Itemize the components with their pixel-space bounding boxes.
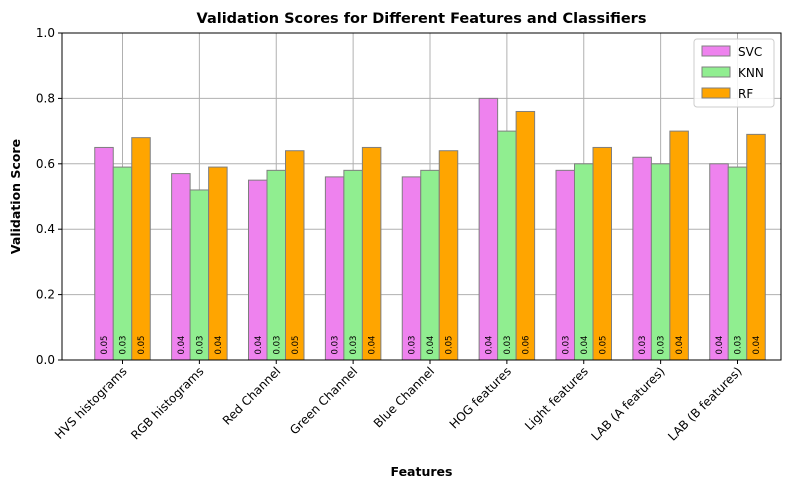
- bar-value-label: 0.04: [368, 336, 378, 355]
- bar-svc: [632, 156, 652, 361]
- y-tick-label: 0.0: [36, 353, 55, 367]
- bar-rf: [669, 130, 689, 361]
- bar-value-label: 0.05: [598, 336, 608, 355]
- bar-value-label: 0.03: [734, 336, 744, 355]
- bar-rf: [746, 133, 766, 361]
- bar-value-label: 0.03: [349, 336, 359, 355]
- x-tick-label: Green Channel: [287, 364, 360, 437]
- x-tick-label: LAB (A features): [588, 364, 667, 443]
- bar-svc: [555, 169, 575, 361]
- x-tick-label: Red Channel: [220, 364, 284, 428]
- bar-value-label: 0.03: [119, 336, 129, 355]
- bar-value-label: 0.05: [100, 336, 110, 355]
- bar-knn: [650, 163, 671, 361]
- bar-value-label: 0.03: [657, 336, 667, 355]
- bar-value-label: 0.05: [137, 336, 147, 355]
- legend-swatch-rf: [701, 87, 731, 99]
- bar-svc: [171, 173, 191, 361]
- bar-svc: [478, 97, 499, 361]
- bar-value-label: 0.04: [177, 336, 187, 355]
- bar-rf: [515, 110, 536, 361]
- bar-knn: [420, 169, 440, 361]
- bar-value-label: 0.03: [331, 336, 341, 355]
- bar-knn: [189, 189, 210, 361]
- bar-value-label: 0.04: [675, 336, 685, 355]
- x-tick-label: RGB histograms: [128, 364, 206, 442]
- y-tick-label: 0.2: [36, 288, 55, 302]
- bar-svc: [94, 146, 114, 361]
- bar-rf: [592, 146, 612, 361]
- legend-swatch-svc: [701, 45, 731, 57]
- x-tick-label: Light features: [522, 364, 591, 433]
- bar-knn: [574, 163, 594, 361]
- bar-svc: [248, 179, 268, 361]
- bar-value-label: 0.04: [254, 336, 264, 355]
- legend-label-knn: KNN: [738, 66, 764, 80]
- bar-value-label: 0.03: [408, 336, 418, 355]
- y-tick-label: 0.4: [36, 222, 55, 236]
- bar-value-label: 0.03: [195, 336, 205, 355]
- bar-value-label: 0.04: [214, 336, 224, 355]
- bar-value-label: 0.05: [291, 336, 301, 355]
- legend-label-rf: RF: [738, 87, 753, 101]
- y-tick-label: 0.8: [36, 91, 55, 105]
- x-axis-title: Features: [391, 464, 453, 479]
- bar-value-label: 0.06: [521, 336, 531, 355]
- bar-value-label: 0.03: [561, 336, 571, 355]
- bar-svc: [709, 163, 729, 361]
- bar-value-label: 0.03: [272, 336, 282, 355]
- bar-value-label: 0.03: [503, 336, 513, 355]
- bar-value-label: 0.04: [752, 336, 762, 355]
- bar-knn: [266, 169, 286, 361]
- bar-svc: [324, 176, 345, 361]
- chart-title: Validation Scores for Different Features…: [197, 11, 647, 27]
- x-tick-label: LAB (B features): [665, 364, 744, 443]
- x-tick-label: HVS histograms: [52, 364, 130, 442]
- legend-label-svc: SVC: [738, 45, 762, 59]
- bar-value-label: 0.04: [715, 336, 725, 355]
- y-axis-title: Validation Score: [8, 139, 23, 254]
- bar-value-label: 0.04: [484, 336, 494, 355]
- bar-knn: [343, 169, 363, 361]
- bar-knn: [497, 130, 517, 361]
- bar-knn: [112, 166, 133, 361]
- bar-rf: [438, 150, 459, 361]
- bar-rf: [208, 166, 228, 361]
- bar-svc: [401, 176, 422, 361]
- bar-value-label: 0.05: [445, 336, 455, 355]
- bar-rf: [361, 146, 382, 361]
- bar-rf: [131, 137, 151, 361]
- legend-swatch-knn: [701, 66, 731, 78]
- x-tick-label: Blue Channel: [371, 364, 437, 430]
- plot-frame: [61, 32, 782, 361]
- y-tick-label: 1.0: [36, 26, 55, 40]
- bar-value-label: 0.04: [580, 336, 590, 355]
- y-tick-label: 0.6: [36, 157, 55, 171]
- x-tick-label: HOG features: [447, 364, 514, 431]
- bar-rf: [285, 150, 305, 361]
- bar-value-label: 0.04: [426, 336, 436, 355]
- bar-knn: [727, 166, 748, 361]
- bar-value-label: 0.03: [638, 336, 648, 355]
